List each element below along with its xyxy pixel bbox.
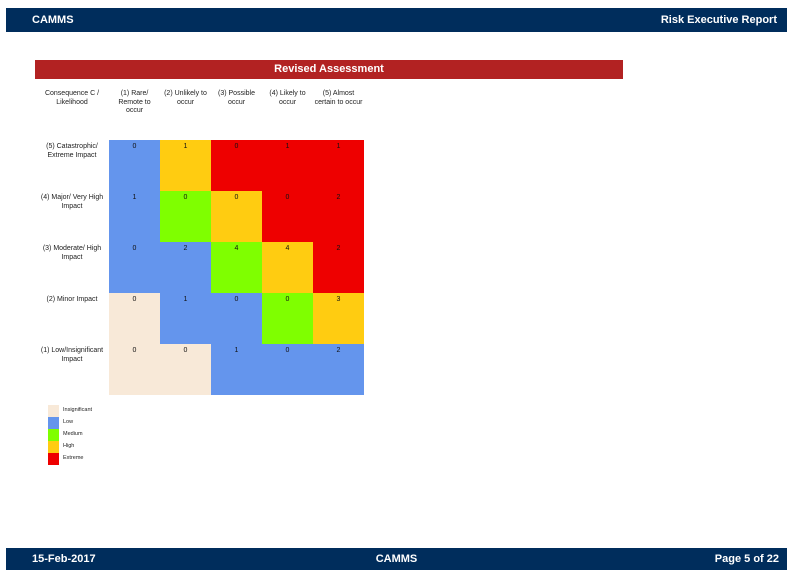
matrix-cell: 2	[160, 242, 211, 293]
cell-count: 1	[285, 143, 290, 150]
row-header: (5) Catastrophic/ Extreme Impact	[46, 143, 98, 159]
matrix-cell: 4	[262, 242, 313, 293]
column-header: (5) Almost certain to occur	[314, 90, 363, 106]
legend-swatch	[48, 417, 59, 429]
matrix-cell: 0	[262, 191, 313, 242]
matrix-cell: 0	[211, 293, 262, 344]
matrix-cell: 0	[109, 293, 160, 344]
footer-date: 15-Feb-2017	[32, 553, 96, 565]
cell-count: 1	[183, 143, 188, 150]
cell-count: 0	[132, 245, 137, 252]
matrix-cell: 2	[313, 191, 364, 242]
cell-count: 0	[183, 347, 188, 354]
cell-count: 0	[132, 347, 137, 354]
matrix-cell: 2	[313, 344, 364, 395]
matrix-cell: 0	[109, 344, 160, 395]
row-header: (3) Moderate/ High Impact	[42, 245, 102, 261]
report-footer: 15-Feb-2017 CAMMS Page 5 of 22	[6, 548, 787, 570]
legend-swatch	[48, 453, 59, 465]
matrix-cell: 0	[262, 344, 313, 395]
footer-brand: CAMMS	[375, 553, 418, 565]
matrix-cell: 0	[109, 140, 160, 191]
header-report-title: Risk Executive Report	[660, 14, 777, 26]
column-header: (1) Rare/ Remote to occur	[118, 90, 151, 114]
legend-swatch	[48, 441, 59, 453]
header-brand: CAMMS	[32, 14, 74, 26]
legend-label: Low	[63, 419, 74, 425]
cell-count: 0	[183, 194, 188, 201]
cell-count: 1	[132, 194, 137, 201]
cell-count: 0	[132, 143, 137, 150]
cell-count: 2	[336, 245, 341, 252]
section-title: Revised Assessment	[35, 60, 623, 79]
row-header: (2) Minor Impact	[46, 296, 98, 303]
column-header: (4) Likely to occur	[269, 90, 306, 106]
cell-count: 0	[234, 143, 239, 150]
matrix-cell: 1	[160, 140, 211, 191]
matrix-cell: 0	[262, 293, 313, 344]
matrix-cell: 1	[160, 293, 211, 344]
matrix-cell: 0	[109, 242, 160, 293]
matrix-cell: 1	[262, 140, 313, 191]
cell-count: 0	[285, 347, 290, 354]
matrix-corner-label: Consequence C / Likelihood	[44, 90, 100, 106]
cell-count: 0	[285, 296, 290, 303]
matrix-cell: 1	[109, 191, 160, 242]
matrix-cell: 2	[313, 242, 364, 293]
matrix-cell: 4	[211, 242, 262, 293]
column-header: (3) Possible occur	[218, 90, 255, 106]
report-header: CAMMS Risk Executive Report	[6, 8, 787, 32]
cell-count: 4	[285, 245, 290, 252]
row-header: (1) Low/Insignificant Impact	[40, 347, 104, 363]
footer-page-number: Page 5 of 22	[714, 553, 779, 565]
legend-label: Insignificant	[63, 407, 93, 413]
matrix-cell: 0	[211, 140, 262, 191]
cell-count: 0	[285, 194, 290, 201]
matrix-cell: 0	[160, 344, 211, 395]
matrix-cell: 3	[313, 293, 364, 344]
cell-count: 3	[336, 296, 341, 303]
cell-count: 1	[336, 143, 341, 150]
legend-label: Extreme	[63, 455, 84, 461]
matrix-cell: 0	[211, 191, 262, 242]
cell-count: 0	[234, 296, 239, 303]
cell-count: 4	[234, 245, 239, 252]
cell-count: 1	[234, 347, 239, 354]
matrix-cell: 1	[313, 140, 364, 191]
column-header: (2) Unlikely to occur	[164, 90, 207, 106]
legend-label: Medium	[63, 431, 83, 437]
legend-swatch	[48, 429, 59, 441]
cell-count: 0	[234, 194, 239, 201]
matrix-cell: 0	[160, 191, 211, 242]
cell-count: 2	[336, 194, 341, 201]
cell-count: 2	[336, 347, 341, 354]
cell-count: 0	[132, 296, 137, 303]
legend-swatch	[48, 405, 59, 417]
legend-label: High	[63, 443, 75, 449]
matrix-cell: 1	[211, 344, 262, 395]
cell-count: 1	[183, 296, 188, 303]
cell-count: 2	[183, 245, 188, 252]
row-header: (4) Major/ Very High Impact	[40, 194, 104, 210]
